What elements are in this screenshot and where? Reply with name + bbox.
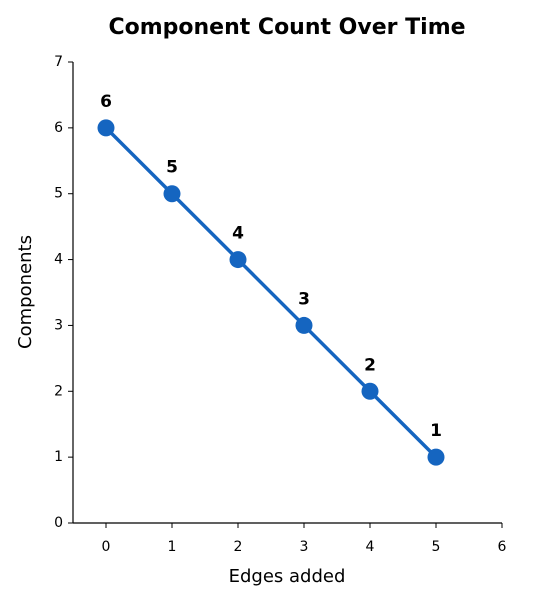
y-tick-label: 2 <box>54 383 63 399</box>
x-tick-label: 3 <box>300 539 309 555</box>
data-point <box>295 316 313 334</box>
data-point <box>229 251 247 269</box>
x-tick-label: 1 <box>168 539 177 555</box>
y-tick-label: 7 <box>54 54 63 70</box>
data-label: 4 <box>232 224 244 244</box>
data-point <box>163 185 181 203</box>
y-tick-label: 4 <box>54 252 63 268</box>
data-label: 1 <box>430 421 442 441</box>
data-label: 2 <box>364 355 376 375</box>
data-label: 5 <box>166 158 178 178</box>
chart-title: Component Count Over Time <box>108 15 465 40</box>
y-tick-label: 1 <box>54 449 63 465</box>
data-line <box>104 126 438 459</box>
y-tick-label: 0 <box>54 515 63 531</box>
x-axis-label: Edges added <box>229 566 346 587</box>
y-tick-label: 6 <box>54 120 63 136</box>
data-point <box>361 382 379 400</box>
data-label: 3 <box>298 289 310 309</box>
data-label: 6 <box>100 92 112 112</box>
x-tick-label: 6 <box>498 539 507 555</box>
data-point <box>427 448 445 466</box>
x-tick-label: 4 <box>366 539 375 555</box>
x-tick-label: 5 <box>432 539 441 555</box>
y-tick-label: 3 <box>54 317 63 333</box>
x-tick-label: 2 <box>234 539 243 555</box>
data-point <box>97 119 115 137</box>
y-axis-label: Components <box>15 235 36 349</box>
x-tick-label: 0 <box>102 539 111 555</box>
y-tick-label: 5 <box>54 186 63 202</box>
